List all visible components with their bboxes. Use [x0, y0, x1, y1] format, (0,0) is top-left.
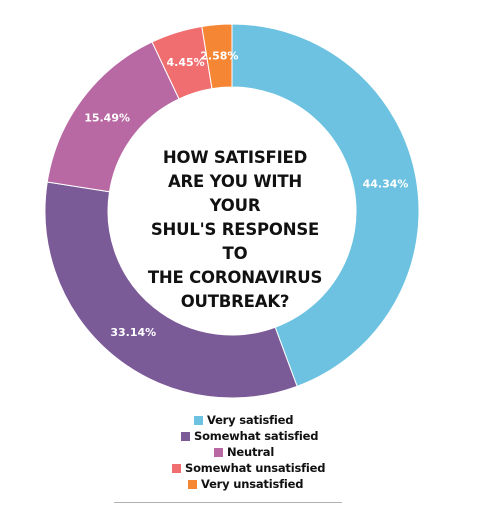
legend-item: Very unsatisfied [150, 476, 334, 492]
slice-label-somewhat-satisfied: 33.14% [110, 326, 156, 339]
title-line: THE CORONAVIRUS [147, 268, 323, 287]
slice-label-somewhat-unsatisfied: 4.45% [167, 56, 205, 69]
legend-swatch [214, 447, 223, 457]
slice-label-neutral: 15.49% [84, 112, 130, 125]
slice-label-very-unsatisfied: 2.58% [200, 50, 238, 63]
legend-item: Very satisfied [150, 412, 334, 428]
legend-label: Very satisfied [207, 413, 294, 427]
legend-item: Neutral [150, 444, 334, 460]
legend: Very satisfied Somewhat satisfied Neutra… [150, 412, 334, 492]
legend-swatch [172, 463, 181, 473]
slice-labels-group: 44.34% 33.14% 15.49% 4.45%2.58% [84, 50, 408, 339]
legend-item: Somewhat unsatisfied [150, 460, 334, 476]
legend-swatch [194, 415, 203, 425]
title-line: HOW SATISFIED [162, 148, 308, 167]
legend-swatch [181, 431, 190, 441]
legend-swatch [188, 479, 197, 489]
slice-very-satisfied [231, 23, 420, 387]
title-line: OUTBREAK? [180, 292, 290, 311]
legend-label: Very unsatisfied [201, 477, 304, 491]
slice-very-unsatisfied [201, 23, 233, 90]
title-line: SHUL'S RESPONSE TO [150, 220, 320, 263]
slices-group [44, 23, 420, 399]
divider-line [114, 502, 342, 503]
legend-label: Neutral [227, 445, 275, 459]
slice-label-very-satisfied: 44.34% [363, 177, 409, 190]
title-line: ARE YOU WITH YOUR [167, 172, 303, 215]
chart-title: HOW SATISFIED ARE YOU WITH YOUR SHUL'S R… [140, 146, 330, 314]
legend-item: Somewhat satisfied [150, 428, 334, 444]
legend-label: Somewhat unsatisfied [185, 461, 326, 475]
slice-somewhat-satisfied [44, 181, 298, 399]
legend-label: Somewhat satisfied [194, 429, 319, 443]
